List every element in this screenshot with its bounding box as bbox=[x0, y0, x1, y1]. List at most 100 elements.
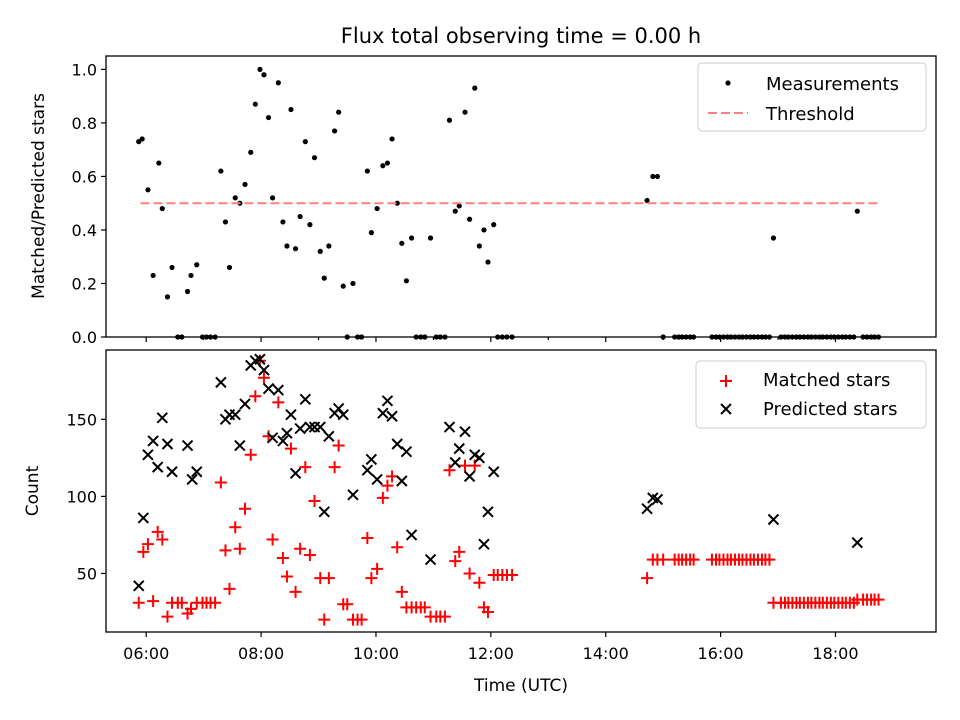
measurement-point bbox=[472, 85, 478, 91]
predicted-star-point bbox=[482, 506, 494, 518]
predicted-star-point bbox=[396, 475, 408, 487]
predicted-star-point bbox=[386, 410, 398, 422]
predicted-star-point bbox=[142, 449, 154, 461]
measurement-point bbox=[284, 243, 290, 249]
predicted-star-point bbox=[229, 409, 241, 421]
predicted-star-point bbox=[266, 432, 279, 444]
matched-star-point bbox=[244, 448, 257, 461]
measurement-point bbox=[232, 195, 238, 201]
bottom-y-tick-label: 100 bbox=[66, 487, 97, 506]
predicted-star-point bbox=[377, 407, 389, 419]
matched-star-point bbox=[371, 562, 384, 575]
bottom-axes: 50 100 150 06:00 08:00 10:00 12:00 14:00 16:00 18… bbox=[66, 410, 858, 663]
top-plot-frame bbox=[105, 55, 937, 338]
measurement-point bbox=[292, 246, 299, 252]
measurement-point bbox=[226, 264, 233, 271]
measurement-point bbox=[156, 160, 162, 166]
predicted-star-point bbox=[314, 421, 326, 433]
predicted-star-point bbox=[488, 466, 500, 478]
matched-star-point bbox=[151, 525, 164, 538]
predicted-star-point bbox=[478, 538, 490, 550]
x-tick-label: 08:00 bbox=[238, 644, 284, 663]
measurement-point bbox=[302, 139, 308, 145]
predicted-star-point bbox=[347, 489, 359, 501]
x-tick-label: 06:00 bbox=[123, 644, 169, 663]
matched-star-point bbox=[209, 596, 222, 609]
predicted-star-point bbox=[371, 473, 383, 486]
top-legend: Measurements Threshold bbox=[697, 62, 927, 132]
predicted-star-point bbox=[405, 529, 418, 541]
matched-star-point bbox=[418, 601, 431, 614]
predicted-star-point bbox=[277, 435, 289, 447]
measurement-point bbox=[321, 275, 327, 281]
predicted-star-point bbox=[133, 580, 145, 592]
matched-star-point bbox=[332, 439, 345, 452]
measurement-point bbox=[456, 203, 462, 209]
matched-star-point bbox=[657, 553, 670, 566]
measurement-point bbox=[218, 168, 224, 174]
measurement-point bbox=[481, 227, 487, 233]
measurement-point bbox=[194, 262, 200, 268]
predicted-star-point bbox=[166, 466, 178, 478]
measurement-point bbox=[269, 195, 276, 201]
matched-star-point bbox=[395, 585, 408, 598]
matched-star-point bbox=[266, 533, 279, 546]
predicted-star-point bbox=[400, 445, 413, 458]
predicted-star-point bbox=[651, 493, 664, 506]
matched-star-point bbox=[872, 593, 885, 606]
x-tick-label: 10:00 bbox=[353, 644, 399, 663]
top-y-tick-label: 0.2 bbox=[72, 274, 97, 293]
matched-star-point bbox=[449, 555, 462, 568]
matched-star-point bbox=[438, 610, 451, 623]
predicted-star-point bbox=[254, 353, 266, 365]
predicted-star-point bbox=[262, 382, 275, 395]
legend-matched-label: Matched stars bbox=[763, 370, 890, 391]
x-axis-label: Time (UTC) bbox=[473, 676, 568, 696]
measurement-point bbox=[491, 222, 497, 228]
measurement-point bbox=[408, 235, 415, 241]
measurement-point bbox=[326, 243, 332, 249]
measurement-point bbox=[350, 280, 356, 287]
matched-star-point bbox=[257, 371, 270, 384]
measurement-point bbox=[854, 208, 860, 214]
measurement-point bbox=[188, 272, 194, 279]
predicted-star-point bbox=[294, 422, 306, 435]
predicted-star-point bbox=[361, 464, 374, 476]
predicted-star-point bbox=[181, 439, 194, 452]
matched-star-point bbox=[328, 461, 341, 474]
measurement-point bbox=[336, 109, 342, 115]
measurement-point bbox=[275, 80, 281, 86]
matched-star-point bbox=[381, 479, 394, 492]
measurement-point bbox=[452, 208, 458, 214]
measurement-point bbox=[446, 117, 453, 123]
x-tick-label: 12:00 bbox=[468, 644, 514, 663]
predicted-star-point bbox=[323, 430, 335, 443]
measurement-point bbox=[164, 294, 171, 300]
measurement-point bbox=[654, 173, 661, 180]
measurement-point bbox=[364, 168, 370, 174]
measurement-point bbox=[770, 235, 777, 241]
x-tick-label: 14:00 bbox=[583, 644, 629, 663]
top-y-tick-label: 0.0 bbox=[72, 328, 97, 347]
measurement-point bbox=[332, 128, 338, 134]
bottom-y-tick-label: 50 bbox=[77, 564, 97, 583]
measurement-point bbox=[399, 240, 405, 246]
measurement-point bbox=[145, 187, 151, 193]
matched-star-point bbox=[308, 495, 321, 508]
legend-matched-marker bbox=[720, 375, 732, 387]
top-y-tick-label: 0.6 bbox=[72, 167, 97, 186]
measurement-point bbox=[368, 230, 374, 236]
matched-star-point bbox=[365, 572, 378, 585]
matched-star-point bbox=[214, 476, 227, 489]
measurement-point bbox=[389, 136, 395, 142]
measurement-point bbox=[403, 278, 410, 284]
predicted-star-point bbox=[459, 425, 471, 438]
measurement-point bbox=[466, 216, 473, 222]
bottom-y-tick-label: 150 bbox=[66, 410, 97, 429]
matched-star-point bbox=[463, 567, 476, 580]
matched-star-point bbox=[376, 491, 389, 504]
matched-star-point bbox=[280, 570, 293, 583]
predicted-star-point bbox=[191, 466, 203, 478]
matched-star-point bbox=[481, 605, 494, 618]
